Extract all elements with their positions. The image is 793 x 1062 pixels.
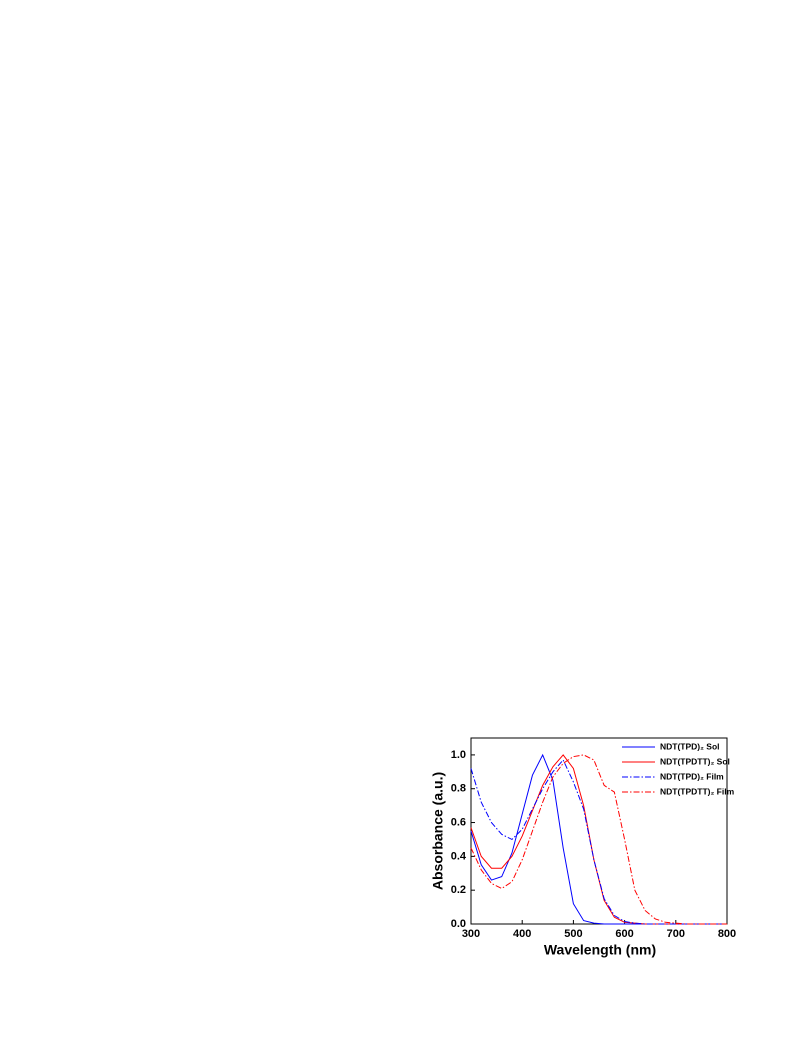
y-axis-label: Absorbance (a.u.) [430,772,446,890]
x-tick-label: 300 [462,928,480,940]
legend-label: NDT(TPDTT)₂ Sol [660,756,730,766]
y-tick-label: 0.4 [451,850,467,862]
y-tick-label: 0.6 [451,816,466,828]
x-tick-label: 800 [718,928,736,940]
x-axis-label: Wavelength (nm) [544,942,656,958]
y-tick-label: 1.0 [451,749,466,761]
x-tick-label: 500 [564,928,582,940]
legend-label: NDT(TPDTT)₂ Film [660,786,735,796]
y-tick-label: 0.0 [451,918,466,930]
series-line [470,754,727,925]
x-tick-label: 700 [667,928,685,940]
y-tick-label: 0.2 [451,884,466,896]
x-tick-label: 400 [513,928,531,940]
legend-label: NDT(TPD)₂ Sol [660,741,720,751]
series-line [470,759,727,925]
y-tick-label: 0.8 [451,783,466,795]
x-tick-label: 600 [615,928,633,940]
legend-label: NDT(TPD)₂ Film [660,771,724,781]
